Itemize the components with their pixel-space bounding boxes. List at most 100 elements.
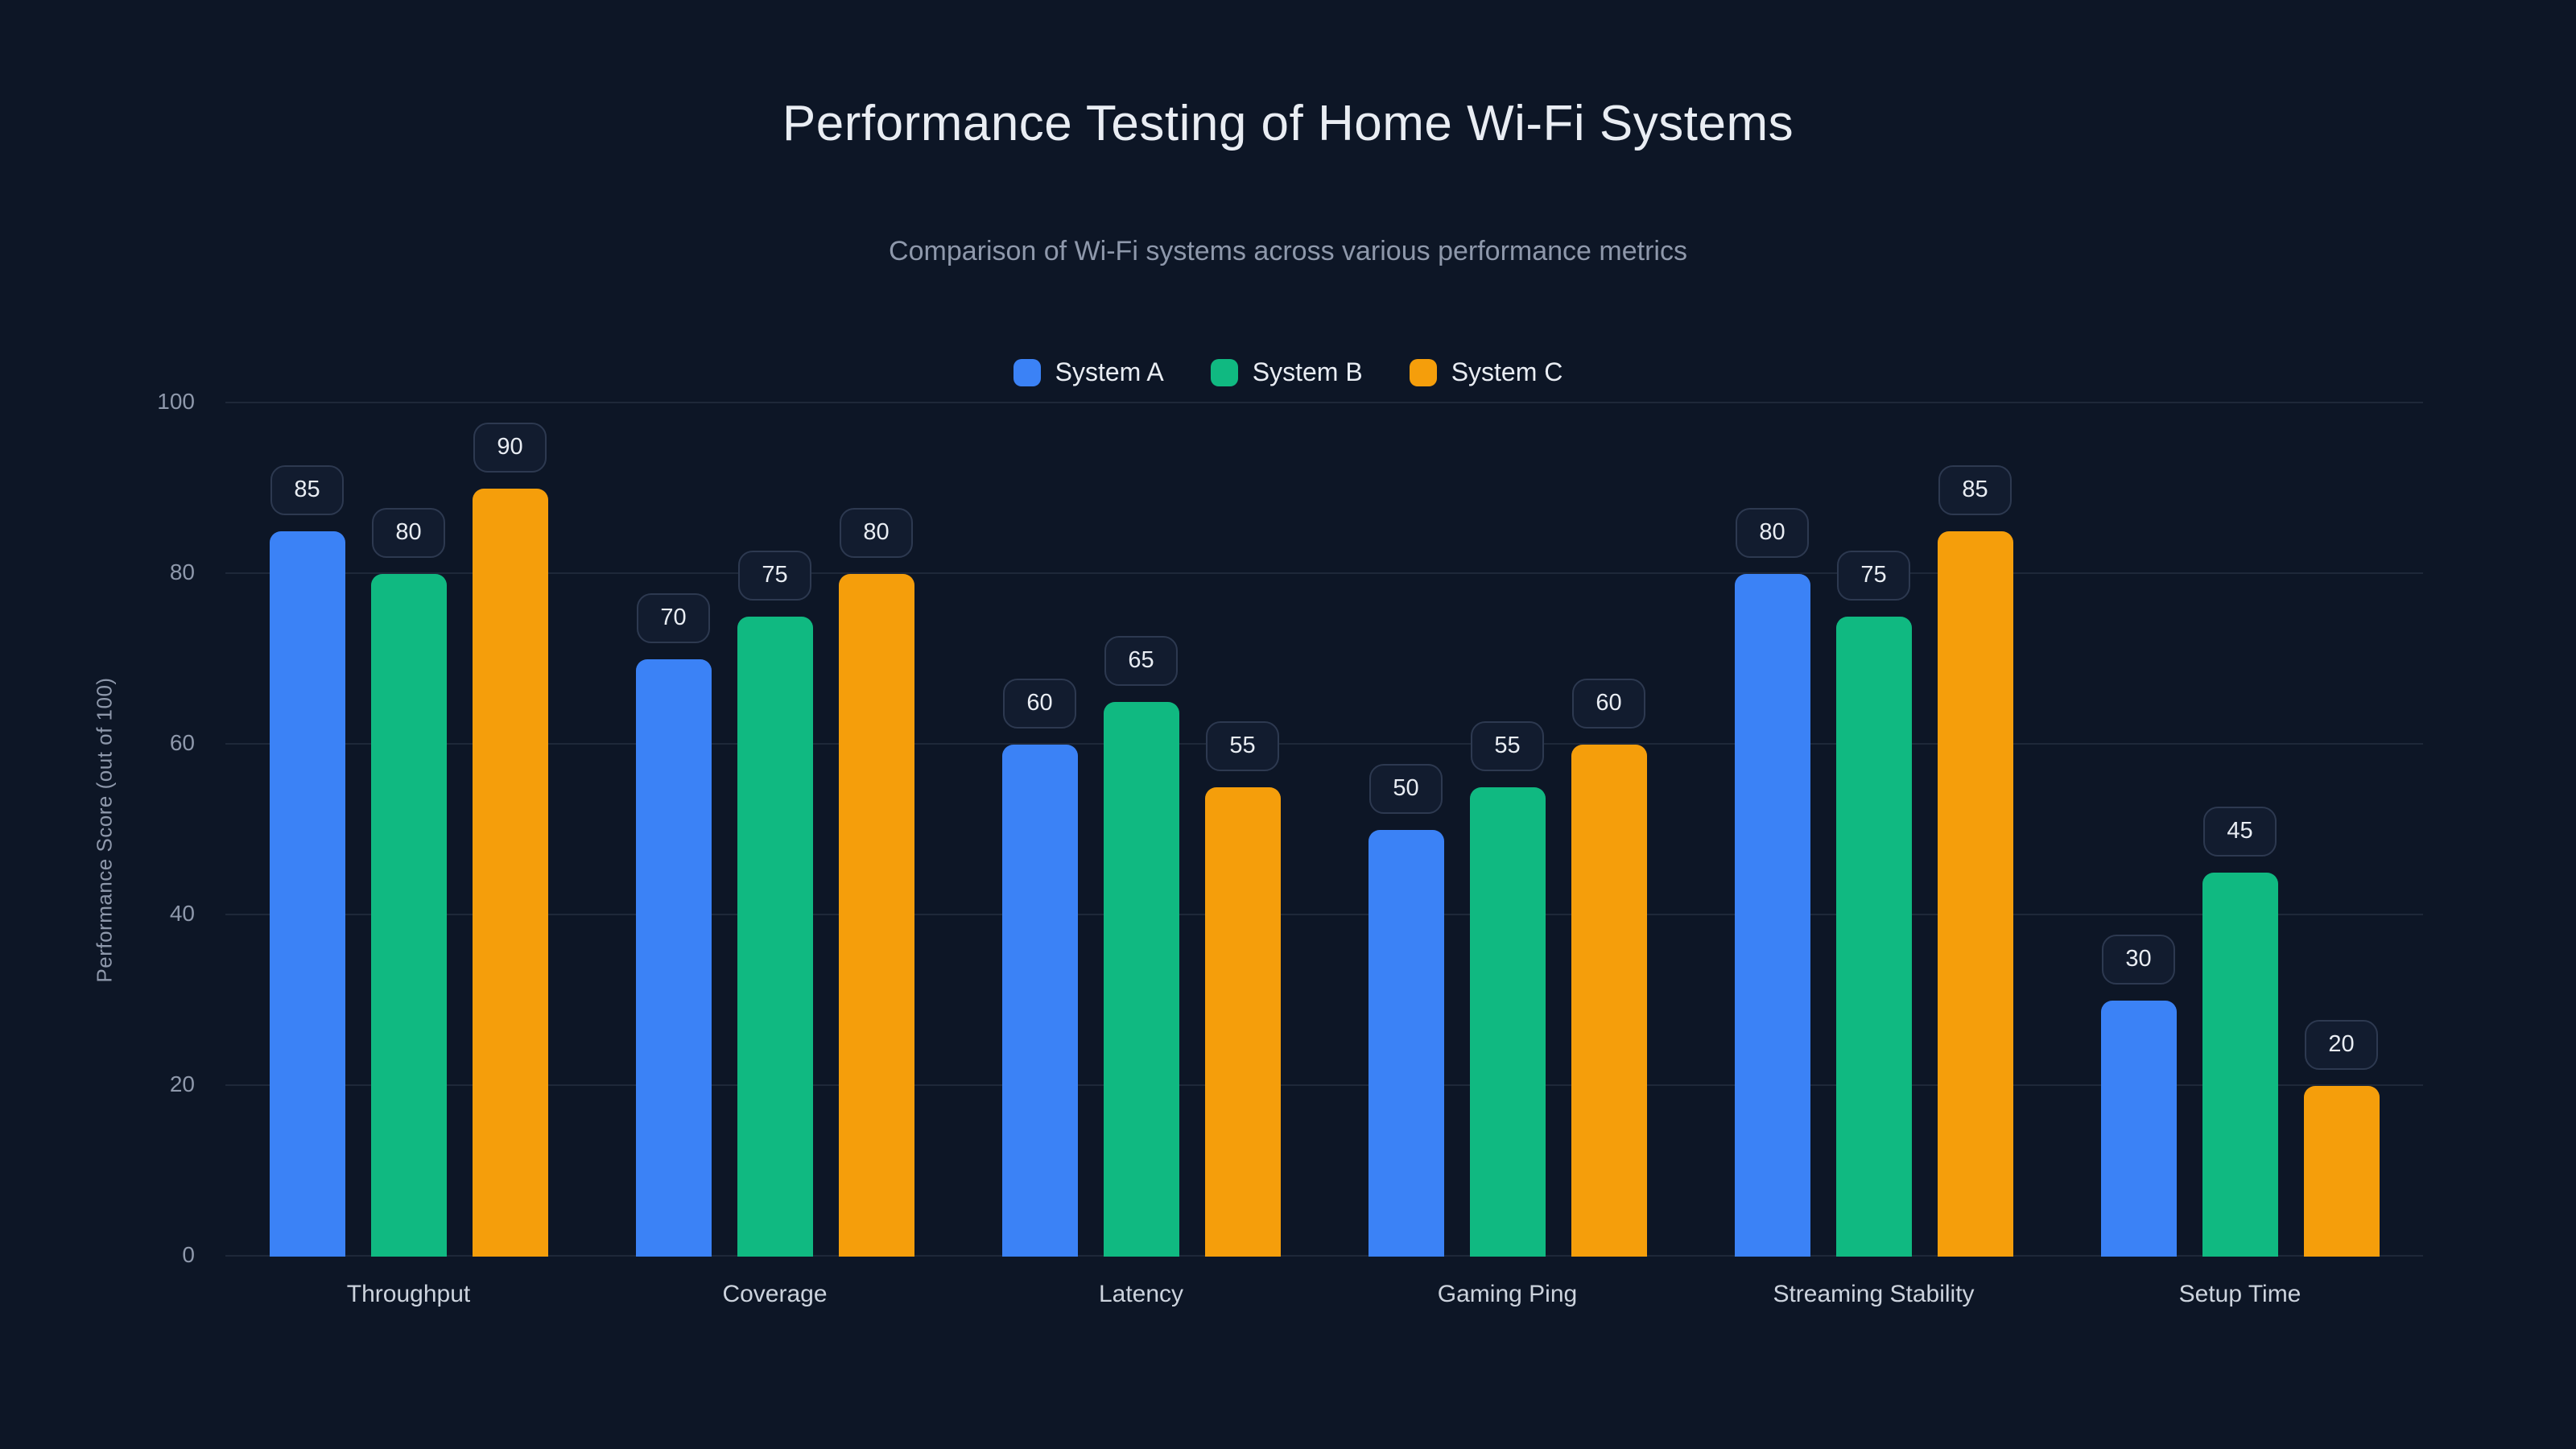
gridline-20: 20 [170, 1071, 2423, 1096]
value-label-system-b-throughput: 80 [372, 508, 445, 558]
chart-page: Performance Testing of Home Wi-Fi System… [0, 95, 2576, 1449]
bar-unit-system-c-setup-time: 20 [2303, 403, 2380, 1257]
legend-swatch-system-a [1013, 358, 1041, 386]
x-category-label-throughput: Throughput [346, 1281, 471, 1307]
bar-unit-system-a-setup-time: 30 [2100, 403, 2177, 1257]
bar-system-c-setup-time[interactable] [2303, 1086, 2380, 1257]
category-group-streaming-stability: 80 75 85 Streaming Stability [1734, 403, 2013, 1307]
bar-unit-system-a-latency: 60 [1001, 403, 1078, 1257]
gridline-100: 100 [157, 389, 2423, 414]
legend-swatch-system-b [1210, 358, 1238, 386]
y-tick-label-40: 40 [169, 901, 195, 926]
plot-area: Performance Score (out of 100) 0 20 40 60 80… [93, 389, 2423, 1307]
x-category-label-streaming-stability: Streaming Stability [1773, 1281, 1975, 1307]
bar-system-a-gaming-ping[interactable] [1368, 830, 1444, 1257]
bar-unit-system-b-gaming-ping: 55 [1469, 403, 1546, 1257]
bar-system-b-gaming-ping[interactable] [1469, 787, 1546, 1257]
bar-unit-system-b-setup-time: 45 [2202, 403, 2278, 1257]
legend: System A System B System C [0, 357, 2576, 387]
value-label-system-c-latency: 55 [1206, 721, 1279, 771]
bar-system-b-throughput[interactable] [370, 574, 447, 1257]
bar-cluster-coverage: 70 75 80 [635, 403, 914, 1257]
bar-unit-system-a-gaming-ping: 50 [1368, 403, 1444, 1257]
value-label-system-a-latency: 60 [1003, 679, 1076, 729]
value-label-system-a-coverage: 70 [637, 593, 710, 643]
bar-unit-system-a-coverage: 70 [635, 403, 712, 1257]
value-label-system-a-gaming-ping: 50 [1369, 764, 1443, 814]
x-category-label-latency: Latency [1098, 1281, 1184, 1307]
category-group-coverage: 70 75 80 Coverage [635, 403, 914, 1307]
bar-system-a-streaming-stability[interactable] [1734, 574, 1810, 1257]
bar-unit-system-a-throughput: 85 [269, 403, 345, 1257]
bar-unit-system-c-latency: 55 [1204, 403, 1281, 1257]
gridline-80: 80 [170, 559, 2423, 584]
bar-groups: 85 80 90 Throughput 70 75 80 Coverage 60 65 55 Late… [225, 403, 2423, 1307]
bar-unit-system-b-streaming-stability: 75 [1835, 403, 1912, 1257]
value-label-system-b-latency: 65 [1104, 636, 1178, 686]
y-tick-label-0: 0 [182, 1242, 195, 1267]
y-tick-label-100: 100 [157, 389, 195, 414]
legend-label-system-a: System A [1055, 357, 1164, 386]
category-group-setup-time: 30 45 20 Setup Time [2100, 403, 2380, 1307]
chart-title: Performance Testing of Home Wi-Fi System… [782, 96, 1794, 151]
bar-system-a-setup-time[interactable] [2100, 1001, 2177, 1257]
bar-system-c-streaming-stability[interactable] [1937, 531, 2013, 1257]
x-category-label-setup-time: Setup Time [2178, 1281, 2301, 1307]
bar-unit-system-c-coverage: 80 [838, 403, 914, 1257]
value-label-system-c-coverage: 80 [840, 508, 913, 558]
bar-unit-system-b-throughput: 80 [370, 403, 447, 1257]
bar-system-c-coverage[interactable] [838, 574, 914, 1257]
bar-cluster-streaming-stability: 80 75 85 [1734, 403, 2013, 1257]
gridline-40: 40 [170, 901, 2423, 926]
bar-system-c-gaming-ping[interactable] [1571, 745, 1647, 1257]
value-label-system-a-throughput: 85 [270, 465, 344, 515]
bar-system-b-streaming-stability[interactable] [1835, 617, 1912, 1257]
x-category-label-gaming-ping: Gaming Ping [1437, 1281, 1578, 1307]
gridline-60: 60 [170, 730, 2423, 755]
legend-label-system-c: System C [1451, 357, 1563, 386]
x-category-label-coverage: Coverage [722, 1281, 828, 1307]
y-axis-title: Performance Score (out of 100) [92, 677, 117, 983]
value-label-system-b-setup-time: 45 [2203, 807, 2277, 857]
value-label-system-b-streaming-stability: 75 [1837, 551, 1910, 601]
bar-cluster-throughput: 85 80 90 [269, 403, 548, 1257]
chart-subtitle: Comparison of Wi-Fi systems across vario… [889, 236, 1687, 266]
bar-system-a-latency[interactable] [1001, 745, 1078, 1257]
legend-swatch-system-c [1409, 358, 1437, 386]
bar-system-c-throughput[interactable] [472, 489, 548, 1257]
value-label-system-c-setup-time: 20 [2305, 1020, 2378, 1070]
bar-unit-system-c-streaming-stability: 85 [1937, 403, 2013, 1257]
legend-item-system-b[interactable]: System B [1210, 357, 1363, 387]
bar-system-b-latency[interactable] [1103, 702, 1179, 1257]
value-label-system-c-streaming-stability: 85 [1938, 465, 2012, 515]
bar-system-b-setup-time[interactable] [2202, 873, 2278, 1257]
bar-unit-system-b-latency: 65 [1103, 403, 1179, 1257]
bar-unit-system-a-streaming-stability: 80 [1734, 403, 1810, 1257]
bar-cluster-setup-time: 30 45 20 [2100, 403, 2380, 1257]
value-label-system-a-streaming-stability: 80 [1736, 508, 1809, 558]
legend-label-system-b: System B [1252, 357, 1363, 386]
bar-system-b-coverage[interactable] [737, 617, 813, 1257]
bar-unit-system-b-coverage: 75 [737, 403, 813, 1257]
bar-unit-system-c-throughput: 90 [472, 403, 548, 1257]
bar-cluster-gaming-ping: 50 55 60 [1368, 403, 1647, 1257]
bar-system-a-coverage[interactable] [635, 659, 712, 1257]
y-tick-label-80: 80 [169, 559, 195, 584]
y-tick-label-60: 60 [169, 730, 195, 755]
value-label-system-b-coverage: 75 [738, 551, 811, 601]
legend-item-system-c[interactable]: System C [1409, 357, 1563, 387]
bar-system-a-throughput[interactable] [269, 531, 345, 1257]
bar-cluster-latency: 60 65 55 [1001, 403, 1281, 1257]
gridline-0: 0 [182, 1242, 2423, 1267]
value-label-system-c-throughput: 90 [473, 423, 547, 473]
y-tick-label-20: 20 [169, 1071, 195, 1096]
category-group-latency: 60 65 55 Latency [1001, 403, 1281, 1307]
bar-unit-system-c-gaming-ping: 60 [1571, 403, 1647, 1257]
legend-item-system-a[interactable]: System A [1013, 357, 1164, 387]
bar-system-c-latency[interactable] [1204, 787, 1281, 1257]
value-label-system-c-gaming-ping: 60 [1572, 679, 1645, 729]
value-label-system-b-gaming-ping: 55 [1471, 721, 1544, 771]
category-group-throughput: 85 80 90 Throughput [269, 403, 548, 1307]
category-group-gaming-ping: 50 55 60 Gaming Ping [1368, 403, 1647, 1307]
value-label-system-a-setup-time: 30 [2102, 935, 2175, 985]
